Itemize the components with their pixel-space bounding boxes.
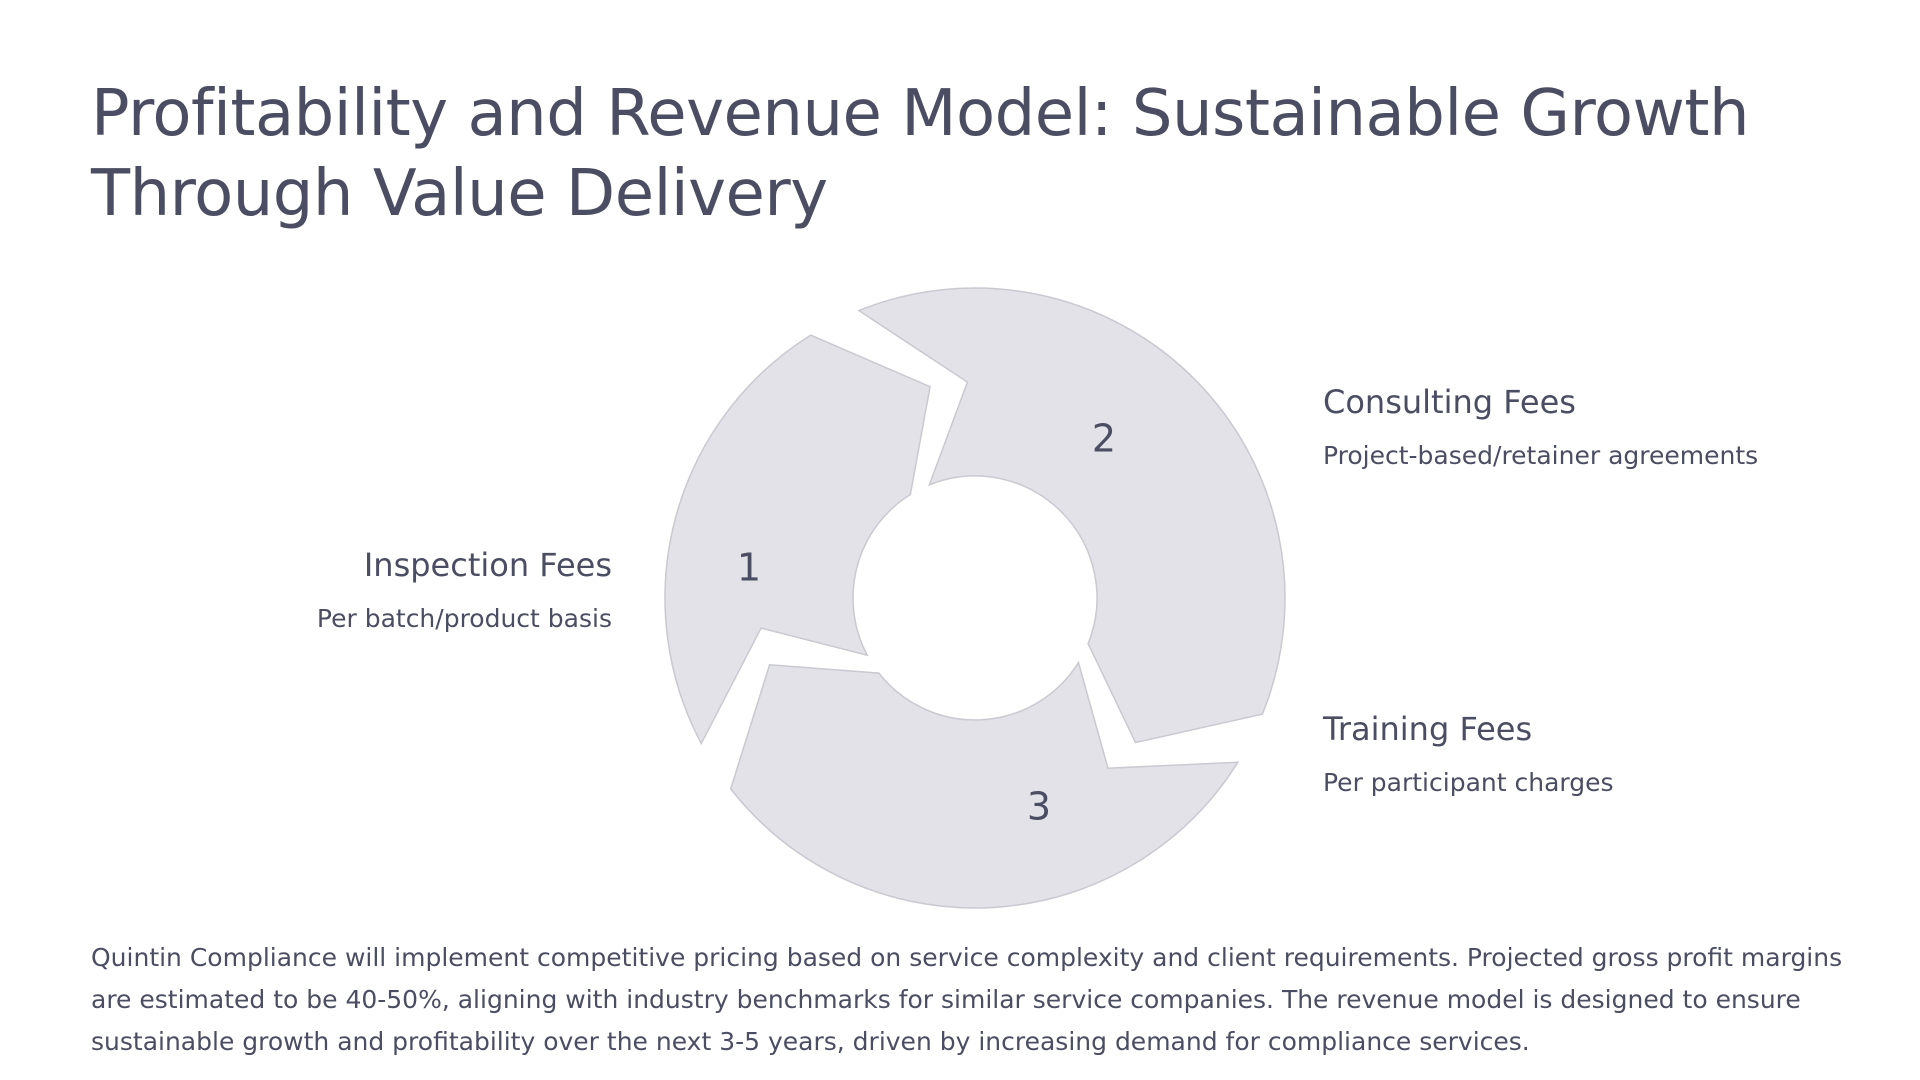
page-title: Profitability and Revenue Model: Sustain… xyxy=(91,77,1750,231)
inspection-fees-subtext: Per batch/product basis xyxy=(316,604,612,633)
inspection-fees-heading: Inspection Fees xyxy=(363,546,612,584)
cycle-segments xyxy=(664,287,1286,909)
description-paragraph: Quintin Compliance will implement compet… xyxy=(91,943,1843,1056)
inspection-fees-label: Inspection Fees Per batch/product basis xyxy=(317,545,612,635)
consulting-fees-label: Consulting Fees Project-based/retainer a… xyxy=(1323,382,1758,472)
segment-number-3: 3 xyxy=(1027,785,1051,829)
consulting-fees-heading: Consulting Fees xyxy=(1323,383,1576,421)
segment-number-2: 2 xyxy=(1092,417,1116,461)
cycle-segment-2 xyxy=(729,660,1240,909)
training-fees-label: Training Fees Per participant charges xyxy=(1323,709,1614,799)
training-fees-heading: Training Fees xyxy=(1323,710,1533,748)
consulting-fees-subtext: Project-based/retainer agreements xyxy=(1323,441,1759,470)
cycle-segment-1 xyxy=(857,287,1286,744)
cycle-segment-3 xyxy=(664,334,931,746)
segment-number-1: 1 xyxy=(737,546,761,590)
training-fees-subtext: Per participant charges xyxy=(1323,768,1614,797)
